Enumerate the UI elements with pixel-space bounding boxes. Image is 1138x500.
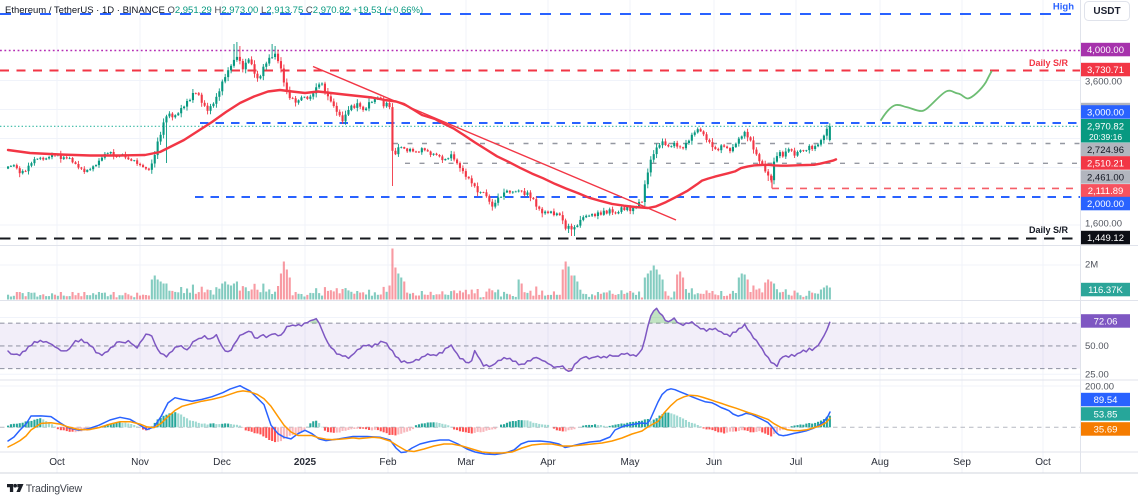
svg-text:2,970.82: 2,970.82 (1087, 122, 1124, 133)
svg-text:35.69: 35.69 (1094, 424, 1118, 435)
svg-text:2,510.21: 2,510.21 (1087, 158, 1124, 169)
svg-text:2,724.96: 2,724.96 (1087, 145, 1124, 156)
svg-text:High: High (1053, 2, 1074, 13)
svg-text:2,111.89: 2,111.89 (1088, 186, 1124, 197)
svg-text:TradingView: TradingView (26, 483, 83, 495)
svg-text:25.00: 25.00 (1085, 370, 1109, 381)
svg-text:50.00: 50.00 (1085, 341, 1109, 352)
svg-text:Nov: Nov (131, 457, 149, 468)
svg-text:53.85: 53.85 (1094, 409, 1118, 420)
svg-text:2M: 2M (1085, 260, 1098, 271)
svg-text:4,000.00: 4,000.00 (1087, 45, 1124, 56)
svg-text:2,461.00: 2,461.00 (1087, 172, 1124, 183)
svg-text:Sep: Sep (953, 457, 971, 468)
svg-text:3,600.00: 3,600.00 (1085, 77, 1122, 88)
svg-text:Ethereum / TetherUS · 1D · BIN: Ethereum / TetherUS · 1D · BINANCE O2,95… (5, 5, 423, 16)
svg-text:Daily S/R: Daily S/R (1029, 58, 1069, 68)
svg-text:72.06: 72.06 (1094, 316, 1118, 327)
svg-text:89.54: 89.54 (1094, 395, 1118, 406)
svg-text:Oct: Oct (1035, 457, 1051, 468)
svg-text:May: May (621, 457, 640, 468)
svg-text:1,600.00: 1,600.00 (1085, 219, 1122, 230)
svg-text:2,000.00: 2,000.00 (1087, 199, 1124, 210)
svg-text:Feb: Feb (379, 457, 397, 468)
svg-text:Dec: Dec (213, 457, 231, 468)
svg-text:116.37K: 116.37K (1088, 285, 1123, 296)
svg-text:Apr: Apr (540, 457, 556, 468)
svg-text:Jul: Jul (790, 457, 803, 468)
svg-text:200.00: 200.00 (1085, 382, 1114, 393)
svg-text:Mar: Mar (457, 457, 475, 468)
svg-text:Aug: Aug (871, 457, 889, 468)
svg-text:USDT: USDT (1093, 6, 1120, 17)
svg-text:2025: 2025 (294, 457, 317, 468)
svg-text:Jun: Jun (706, 457, 722, 468)
svg-text:Daily S/R: Daily S/R (1029, 225, 1069, 235)
svg-text:20:39:16: 20:39:16 (1089, 132, 1122, 142)
svg-text:1,449.12: 1,449.12 (1087, 233, 1124, 244)
svg-text:Oct: Oct (49, 457, 65, 468)
svg-text:3,730.71: 3,730.71 (1087, 65, 1124, 76)
svg-text:3,000.00: 3,000.00 (1087, 107, 1124, 118)
